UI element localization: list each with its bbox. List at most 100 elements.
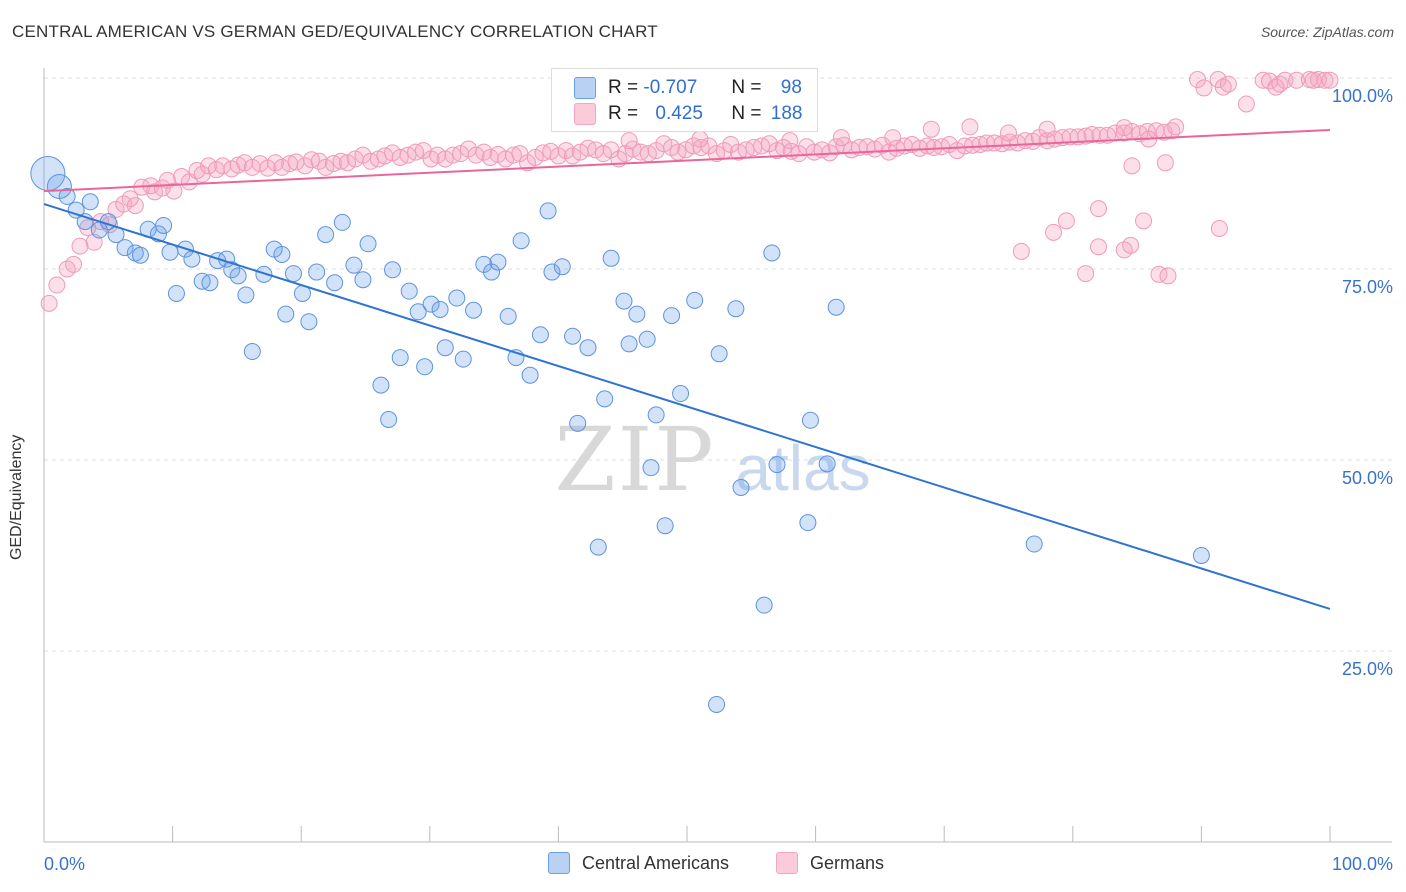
bottom-legend-swatch-pink bbox=[776, 852, 798, 874]
point-central-americans bbox=[799, 514, 817, 532]
point-germans bbox=[1123, 157, 1141, 175]
point-central-americans bbox=[620, 335, 638, 353]
point-germans bbox=[1214, 78, 1232, 96]
legend-n-label: N = bbox=[731, 103, 762, 124]
point-germans bbox=[1090, 200, 1108, 218]
point-central-americans bbox=[161, 243, 179, 261]
point-central-americans bbox=[564, 327, 582, 345]
point-central-americans bbox=[727, 300, 745, 318]
point-central-americans bbox=[521, 366, 539, 384]
legend-r-value: 0.425 bbox=[655, 103, 703, 124]
point-central-americans bbox=[1025, 535, 1043, 553]
legend-n-value: 188 bbox=[770, 103, 803, 124]
point-central-americans bbox=[380, 411, 398, 429]
point-central-americans bbox=[818, 455, 836, 473]
trend-lines bbox=[43, 128, 1331, 610]
legend-swatch-pink bbox=[574, 103, 596, 125]
point-germans bbox=[1167, 118, 1185, 136]
point-germans bbox=[655, 135, 673, 153]
y-axis-label: GED/Equivalency bbox=[8, 434, 25, 560]
point-central-americans bbox=[539, 202, 557, 220]
trend-central-americans bbox=[43, 203, 1331, 610]
point-germans bbox=[310, 152, 328, 170]
point-central-americans bbox=[354, 271, 372, 289]
point-central-americans bbox=[155, 216, 173, 234]
point-central-americans bbox=[642, 459, 660, 477]
point-central-americans bbox=[436, 339, 454, 357]
point-central-americans bbox=[81, 193, 99, 211]
point-central-americans bbox=[672, 385, 690, 403]
point-central-americans bbox=[543, 263, 561, 281]
point-central-americans bbox=[300, 313, 318, 331]
point-central-americans bbox=[1192, 547, 1210, 564]
legend-row-central-americans: R = -0.707 N = 98 bbox=[574, 76, 802, 100]
point-germans bbox=[1237, 95, 1255, 113]
point-central-americans bbox=[431, 300, 449, 318]
point-central-americans bbox=[483, 263, 501, 281]
point-germans bbox=[1000, 124, 1017, 142]
watermark: ZIP atlas bbox=[554, 408, 870, 511]
bottom-legend-label: Germans bbox=[810, 852, 885, 873]
point-germans bbox=[504, 146, 522, 164]
legend-r-label: R = bbox=[608, 77, 639, 98]
point-central-americans bbox=[416, 358, 434, 376]
point-germans bbox=[200, 157, 218, 175]
point-germans bbox=[1077, 127, 1095, 145]
point-germans bbox=[1150, 265, 1168, 283]
legend: R = -0.707 N = 98 R = 0.425 N = 188 bbox=[551, 68, 818, 132]
point-germans bbox=[146, 183, 164, 201]
point-germans bbox=[620, 132, 638, 150]
point-central-americans bbox=[465, 301, 483, 319]
point-central-americans bbox=[384, 261, 402, 279]
legend-n-value: 98 bbox=[780, 77, 802, 98]
point-central-americans bbox=[827, 298, 845, 316]
point-germans bbox=[65, 255, 83, 273]
point-central-americans bbox=[768, 456, 786, 474]
point-germans bbox=[243, 158, 261, 176]
point-central-americans bbox=[229, 267, 247, 285]
tick-labels: 100.0% 75.0% 50.0% 25.0% 0.0% 100.0% bbox=[44, 86, 1393, 874]
y-tick-label: 75.0% bbox=[1342, 277, 1393, 297]
point-central-americans bbox=[708, 695, 726, 713]
point-germans bbox=[229, 156, 247, 174]
chart-title: CENTRAL AMERICAN VS GERMAN GED/EQUIVALEN… bbox=[12, 22, 658, 41]
point-germans bbox=[1090, 238, 1108, 256]
point-germans bbox=[126, 197, 144, 215]
central-americans-points bbox=[30, 156, 1210, 713]
point-central-americans bbox=[553, 258, 571, 276]
point-germans bbox=[1135, 212, 1153, 230]
point-germans bbox=[832, 129, 850, 147]
point-central-americans bbox=[602, 249, 620, 267]
point-central-americans bbox=[499, 307, 517, 325]
point-central-americans bbox=[448, 289, 466, 307]
point-germans bbox=[1077, 265, 1095, 283]
point-central-americans bbox=[277, 305, 295, 323]
point-central-americans bbox=[131, 246, 149, 264]
point-germans bbox=[338, 154, 356, 172]
point-central-americans bbox=[237, 286, 255, 304]
point-germans bbox=[1012, 242, 1030, 260]
point-germans bbox=[1189, 71, 1207, 89]
point-germans bbox=[317, 158, 335, 176]
point-central-americans bbox=[710, 345, 728, 363]
point-central-americans bbox=[569, 414, 587, 432]
point-germans bbox=[922, 120, 940, 138]
point-central-americans bbox=[317, 226, 335, 244]
point-central-americans bbox=[732, 479, 750, 497]
point-central-americans bbox=[67, 201, 85, 219]
point-central-americans bbox=[308, 263, 326, 281]
point-germans bbox=[1261, 72, 1279, 90]
point-central-americans bbox=[755, 596, 773, 614]
point-germans bbox=[214, 157, 232, 175]
y-tick-label: 50.0% bbox=[1342, 468, 1393, 488]
point-central-americans bbox=[58, 187, 76, 205]
point-central-americans bbox=[638, 330, 656, 348]
point-central-americans bbox=[223, 261, 241, 279]
watermark-zip: ZIP bbox=[554, 408, 715, 511]
point-central-americans bbox=[409, 303, 427, 321]
point-germans bbox=[564, 147, 582, 165]
point-central-americans bbox=[531, 326, 549, 344]
x-tick-label: 0.0% bbox=[44, 854, 85, 874]
point-germans bbox=[971, 135, 989, 153]
